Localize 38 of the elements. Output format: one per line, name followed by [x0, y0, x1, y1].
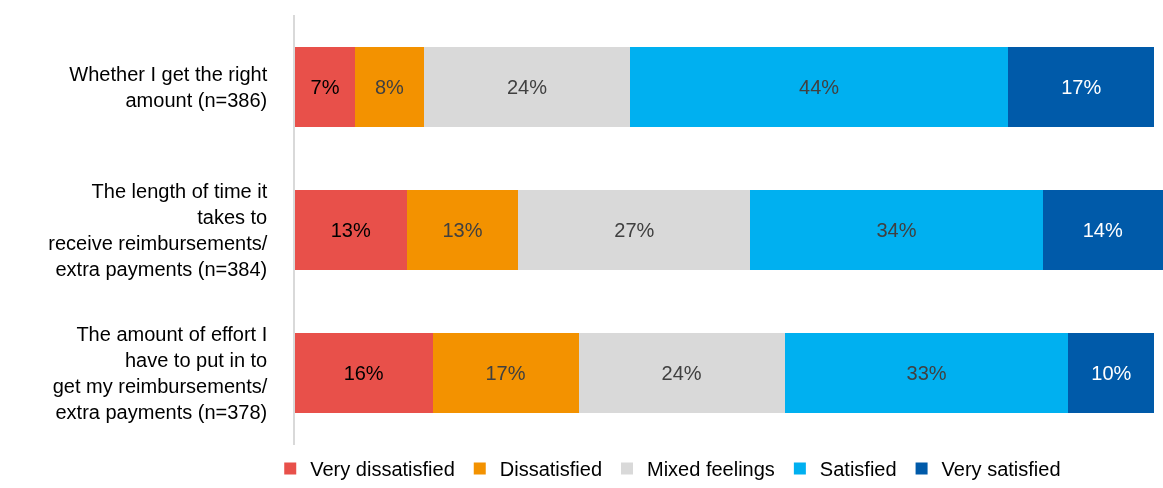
bar: [423, 46, 631, 127]
bar: [1008, 46, 1155, 127]
bar: [355, 46, 424, 127]
legend-label: Very dissatisfied: [310, 458, 455, 481]
bar: [1068, 333, 1155, 414]
bar: [295, 333, 433, 414]
y-tick-label: The length of time it takes to receive reimbursements/ extra payments (n=384): [48, 180, 268, 280]
data-label: 8%: [374, 75, 405, 98]
data-label: 24%: [661, 362, 702, 385]
bar: [1042, 190, 1163, 270]
data-label: 27%: [614, 219, 655, 241]
data-label: 7%: [310, 75, 340, 98]
bar: [630, 46, 1009, 127]
data-label: 13%: [330, 219, 371, 241]
legend-label: Mixed feelings: [647, 458, 775, 481]
data-label: 16%: [343, 362, 384, 385]
data-label: 34%: [876, 219, 917, 241]
bar: [578, 333, 785, 414]
bar: [432, 333, 579, 414]
data-label: 24%: [506, 75, 548, 98]
data-label: 17%: [1061, 75, 1102, 98]
bar: [406, 190, 519, 270]
bar: [295, 46, 356, 127]
y-tick-label: The amount of effort I have to put in to get my reimbursements/ extra payments (n=378): [52, 323, 268, 424]
legend-label: Satisfied: [819, 458, 897, 481]
data-label: 44%: [799, 75, 840, 98]
data-label: 17%: [485, 362, 526, 385]
bar: [518, 190, 751, 270]
data-label: 13%: [442, 219, 483, 241]
bar: [295, 190, 407, 270]
legend-label: Very satisfied: [941, 458, 1061, 481]
bar: [784, 333, 1069, 414]
legend-label: Dissatisfied: [499, 458, 603, 481]
bar: [750, 190, 1043, 270]
y-tick-label: Whether I get the right amount (n=386): [69, 62, 268, 111]
data-label: 10%: [1091, 362, 1132, 385]
data-label: 33%: [906, 362, 947, 385]
data-label: 14%: [1082, 219, 1123, 241]
